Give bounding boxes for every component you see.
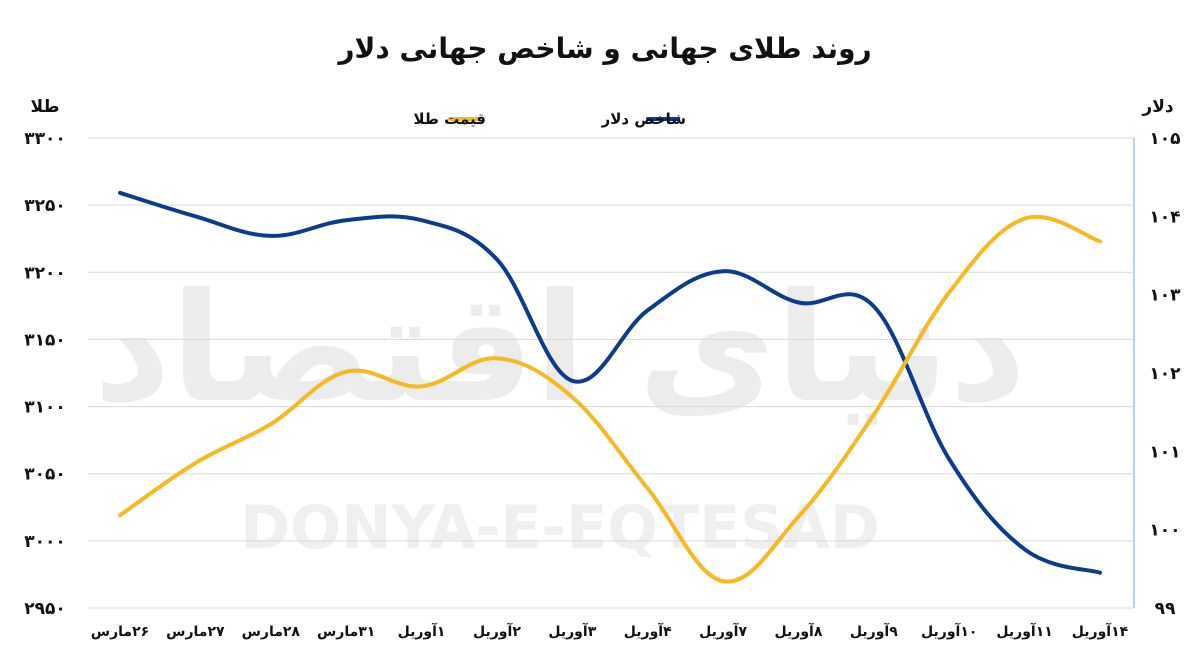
right-axis-title: دلار (1141, 97, 1173, 117)
left-tick-label: ۲۹۵۰ (24, 599, 66, 619)
x-tick-label: ۳آوریل (548, 622, 596, 640)
x-tick-label: ۲۷مارس (166, 624, 225, 640)
x-axis-ticks: ۲۶مارس ۲۷مارس ۲۸مارس ۳۱مارس ۱آوریل ۲آوریل ۳آور… (91, 622, 1129, 640)
chart-title: روند طلای جهانی و شاخص جهانی دلار (336, 32, 871, 65)
legend-item-gold: قیمت طلا (413, 110, 486, 128)
x-tick-label: ۴آوریل (624, 622, 672, 640)
right-axis-ticks: ۹۹ ۱۰۰ ۱۰۱ ۱۰۲ ۱۰۳ ۱۰۴ ۱۰۵ (1149, 129, 1181, 619)
right-tick-label: ۱۰۱ (1149, 442, 1180, 462)
left-axis-ticks: ۲۹۵۰ ۳۰۰۰ ۳۰۵۰ ۳۱۰۰ ۳۱۵۰ ۳۲۰۰ ۳۲۵۰ ۳۳۰۰ (24, 129, 66, 619)
legend-label-gold: قیمت طلا (413, 110, 486, 128)
x-tick-label: ۹آوریل (850, 622, 898, 640)
right-tick-label: ۱۰۰ (1149, 521, 1180, 541)
right-tick-label: ۱۰۵ (1149, 129, 1180, 149)
x-tick-label: ۱۰آوریل (921, 622, 977, 640)
x-tick-label: ۲آوریل (473, 622, 521, 640)
right-tick-label: ۱۰۴ (1149, 207, 1180, 227)
x-tick-label: ۸آوریل (775, 622, 823, 640)
left-tick-label: ۳۲۵۰ (24, 196, 66, 216)
x-tick-label: ۱۴آوریل (1072, 622, 1129, 640)
x-tick-label: ۲۸مارس (242, 624, 301, 640)
x-tick-label: ۳۱مارس (317, 624, 375, 640)
x-tick-label: ۱آوریل (398, 622, 446, 640)
series-line-dollar-index (118, 190, 1102, 575)
left-tick-label: ۳۳۰۰ (24, 129, 66, 149)
left-axis-title: طلا (31, 97, 60, 117)
left-tick-label: ۳۰۰۰ (24, 532, 66, 552)
gridlines (88, 137, 1134, 609)
legend-label-dollar: شاخص دلار (601, 110, 686, 128)
left-tick-label: ۳۱۰۰ (24, 398, 66, 418)
series-layer (118, 190, 1102, 584)
x-tick-label: ۲۶مارس (91, 624, 149, 640)
right-tick-label: ۱۰۳ (1149, 286, 1181, 306)
right-tick-label: ۹۹ (1155, 599, 1176, 619)
legend: شاخص دلار قیمت طلا (413, 110, 686, 128)
left-tick-label: ۳۱۵۰ (24, 330, 66, 350)
series-line-gold-price (118, 214, 1102, 584)
watermark-persian: دنیای اقتصاد (94, 262, 1027, 436)
watermark-latin: DONYA-E-EQTESAD (240, 493, 879, 563)
left-tick-label: ۳۰۵۰ (24, 465, 66, 485)
x-tick-label: ۱۱آوریل (996, 622, 1052, 640)
legend-item-dollar: شاخص دلار (601, 110, 686, 128)
left-tick-label: ۳۲۰۰ (24, 263, 66, 283)
watermark: دنیای اقتصاد DONYA-E-EQTESAD (94, 262, 1027, 563)
right-tick-label: ۱۰۲ (1149, 364, 1181, 384)
x-tick-label: ۷آوریل (699, 622, 747, 640)
